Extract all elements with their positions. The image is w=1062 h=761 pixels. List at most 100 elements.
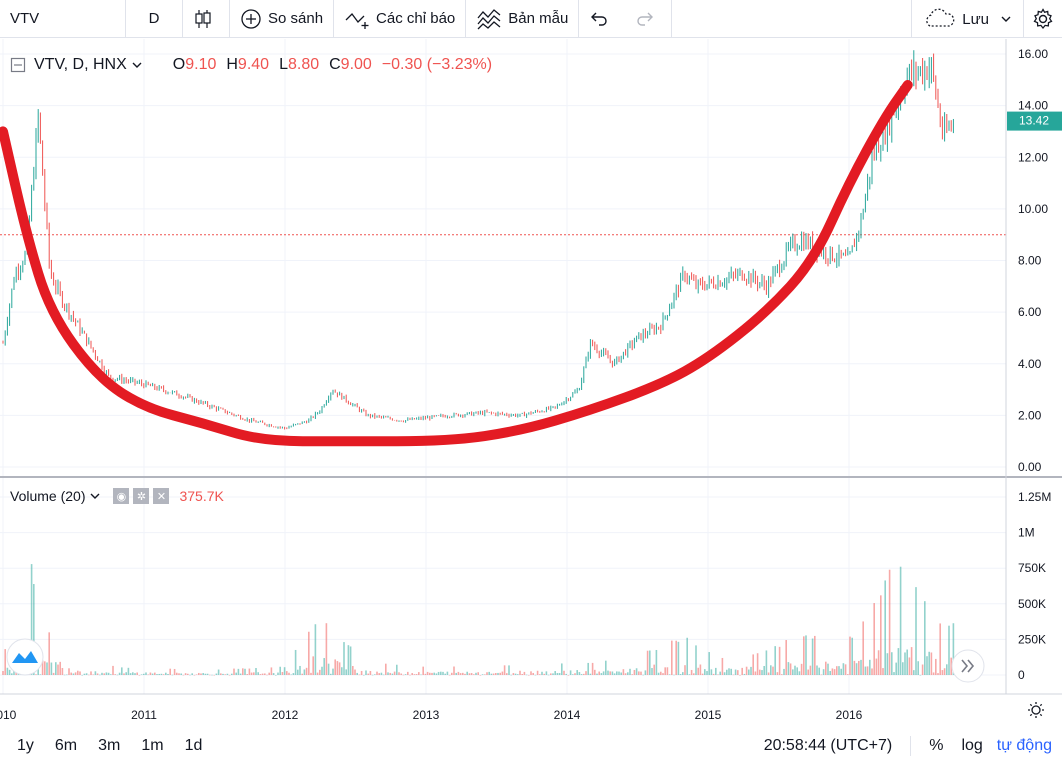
range-1m[interactable]: 1m [141,737,164,754]
volume-bar [756,653,759,675]
chevron-down-icon[interactable] [131,59,143,71]
volume-bar [888,569,891,675]
range-6m[interactable]: 6m [54,737,78,754]
range-1d[interactable]: 1d [184,737,203,754]
volume-bar [301,673,303,675]
volume-bar [763,666,765,675]
annotation-stroke [0,79,913,447]
volume-bar [517,674,519,675]
time-axis-settings[interactable] [1028,702,1044,718]
compare-button[interactable]: So sánh [230,0,333,38]
chart-canvas[interactable]: 16.00 14.00 12.00 10.00 8.00 6.00 4.00 2.00 0.00… [0,39,1062,731]
time-axis[interactable]: 2010 2011 2012 2013 2014 2015 2016 [0,708,863,722]
close-icon[interactable]: ✕ [153,488,170,504]
volume-bar [30,564,33,675]
eye-icon[interactable]: ◉ [113,488,130,504]
volume-axis[interactable]: 1.25M 1M 750K 500K 250K 0 [1018,490,1051,682]
indicators-button[interactable]: Các chỉ báo [334,0,465,38]
volume-bar [261,673,264,675]
volume-bar [345,669,347,675]
volume-bar [228,674,231,676]
scroll-to-realtime-button[interactable] [951,649,985,683]
volume-bar [646,650,649,675]
volume-bar [198,672,200,675]
volume-bar [224,674,226,675]
percent-toggle[interactable]: % [929,737,944,754]
volume-bar [72,673,75,675]
undo-button[interactable] [579,0,625,38]
volume-bar [266,674,268,676]
volume-bar [908,657,911,675]
volume-bar [686,637,688,675]
collapse-icon[interactable] [10,57,26,73]
volume-bar [772,666,774,675]
price-tick-label: 14.00 [1018,99,1048,113]
volume-title[interactable]: Volume (20) [10,488,86,504]
interval-button[interactable]: D [148,10,160,27]
volume-bar [440,671,442,675]
volume-bar [61,668,64,675]
auto-scale-toggle[interactable]: tự động [996,737,1052,754]
log-toggle[interactable]: log [961,737,983,754]
save-button[interactable]: Lưu [912,0,1023,38]
range-1y[interactable]: 1y [17,737,34,754]
volume-bar [946,664,948,675]
volume-bar [719,671,721,675]
volume-bar [721,657,724,675]
volume-bar [627,672,629,675]
volume-bar [939,623,941,675]
volume-bar [594,669,596,675]
volume-bar [211,674,213,676]
volume-bar [673,674,675,676]
volume-bar [85,673,88,675]
volume-bar [492,673,495,675]
gear-icon[interactable]: ✲ [133,488,150,504]
price-axis[interactable]: 16.00 14.00 12.00 10.00 8.00 6.00 4.00 2.00 0.00 [1018,47,1048,474]
volume-bar [556,673,559,675]
volume-bar [283,667,286,675]
redo-button[interactable] [625,0,671,38]
volume-bar [917,661,919,675]
volume-bar [349,646,352,675]
legend-symbol[interactable]: VTV, D, HNX [34,56,127,73]
volume-bar [275,674,277,676]
bottom-toolbar: 1y 6m 3m 1m 1d 20:58:44 (UTC+7) % log tự… [0,731,1062,761]
volume-bar [552,673,554,675]
price-series [2,50,954,430]
volume-bar [121,667,123,675]
volume-bar [448,674,451,676]
volume-bar [928,651,930,675]
volume-bar [48,632,50,675]
volume-bar [840,668,842,675]
volume-bar [217,669,220,675]
volume-bar [860,659,862,675]
candles-icon [195,9,211,28]
volume-bar [805,635,807,675]
volume-bar [398,672,400,675]
volume-bar [215,673,218,675]
indicator-icon [345,12,369,29]
templates-button[interactable]: Bản mẫu [466,0,578,38]
volume-bar [609,671,611,675]
volume-bar [433,672,435,675]
volume-bar [257,672,259,675]
clock-timezone[interactable]: 20:58:44 (UTC+7) [763,737,893,754]
volume-bar [453,666,455,675]
volume-bar [319,669,321,675]
symbol-search[interactable]: VTV [10,10,40,27]
volume-bar [563,670,565,675]
volume-bar [160,673,163,675]
volume-bar [704,669,706,675]
volume-bar [699,664,702,675]
change-value: −0.30 (−3.23%) [381,56,493,73]
chart-style-button[interactable] [183,0,229,38]
range-3m[interactable]: 3m [98,737,121,754]
top-toolbar: VTV D So sánh Các chỉ báo [0,0,1062,38]
volume-bar [745,666,748,675]
chevron-down-icon[interactable] [89,490,101,502]
volume-bar [202,673,204,675]
double-chevron-right-icon [961,659,969,673]
volume-bar [380,672,383,675]
volume-bar [550,673,552,675]
settings-button[interactable] [1024,0,1062,38]
